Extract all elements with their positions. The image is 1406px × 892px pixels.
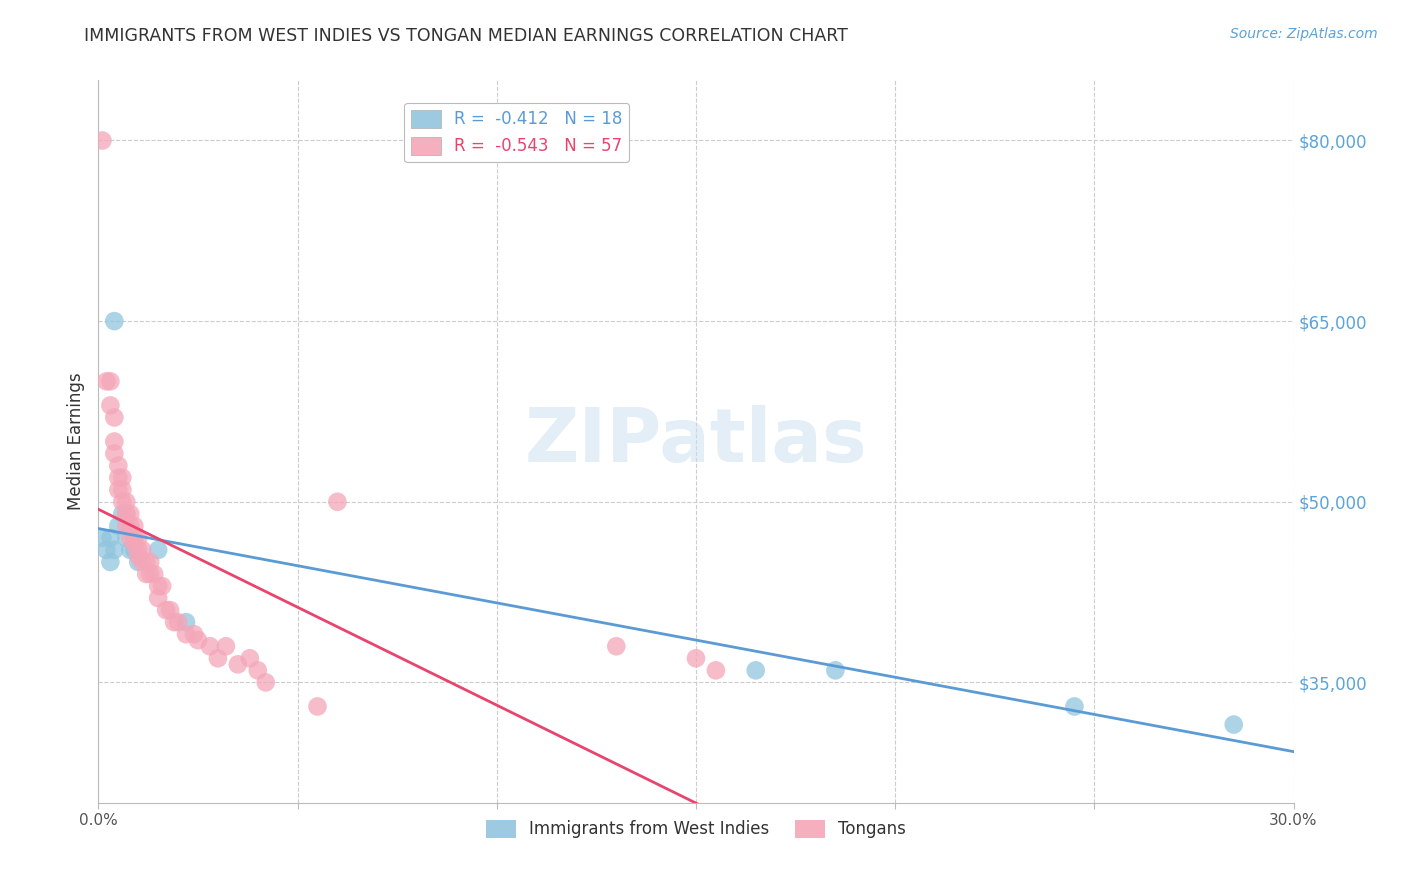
Point	[127, 555, 149, 569]
Text: Source: ZipAtlas.com: Source: ZipAtlas.com	[1230, 27, 1378, 41]
Point	[103, 410, 125, 425]
Point	[98, 375, 122, 389]
Point	[215, 639, 238, 653]
Point	[824, 664, 846, 678]
Point	[226, 657, 249, 672]
Point	[246, 664, 269, 678]
Point	[685, 651, 707, 665]
Point	[174, 627, 197, 641]
Point	[183, 627, 205, 641]
Point	[111, 483, 134, 497]
Point	[98, 531, 122, 545]
Point	[115, 519, 138, 533]
Point	[98, 555, 122, 569]
Legend: Immigrants from West Indies, Tongans: Immigrants from West Indies, Tongans	[479, 813, 912, 845]
Point	[155, 603, 177, 617]
Point	[115, 531, 138, 545]
Point	[103, 542, 125, 557]
Point	[605, 639, 627, 653]
Point	[115, 507, 138, 521]
Point	[115, 494, 138, 508]
Point	[127, 542, 149, 557]
Point	[135, 567, 157, 582]
Point	[111, 494, 134, 508]
Point	[115, 507, 138, 521]
Point	[326, 494, 349, 508]
Point	[98, 398, 122, 412]
Point	[198, 639, 221, 653]
Text: ZIPatlas: ZIPatlas	[524, 405, 868, 478]
Point	[1063, 699, 1085, 714]
Point	[120, 519, 142, 533]
Y-axis label: Median Earnings: Median Earnings	[66, 373, 84, 510]
Point	[139, 555, 162, 569]
Point	[120, 531, 142, 545]
Point	[103, 446, 125, 460]
Text: IMMIGRANTS FROM WEST INDIES VS TONGAN MEDIAN EARNINGS CORRELATION CHART: IMMIGRANTS FROM WEST INDIES VS TONGAN ME…	[84, 27, 848, 45]
Point	[135, 555, 157, 569]
Point	[107, 519, 129, 533]
Point	[124, 537, 146, 551]
Point	[96, 375, 118, 389]
Point	[107, 471, 129, 485]
Point	[148, 579, 170, 593]
Point	[159, 603, 181, 617]
Point	[111, 507, 134, 521]
Point	[91, 531, 114, 545]
Point	[124, 519, 146, 533]
Point	[124, 531, 146, 545]
Point	[163, 615, 186, 630]
Point	[239, 651, 262, 665]
Point	[107, 483, 129, 497]
Point	[1223, 717, 1246, 731]
Point	[96, 542, 118, 557]
Point	[174, 615, 197, 630]
Point	[148, 542, 170, 557]
Point	[148, 591, 170, 605]
Point	[120, 507, 142, 521]
Point	[745, 664, 768, 678]
Point	[103, 314, 125, 328]
Point	[131, 542, 153, 557]
Point	[167, 615, 190, 630]
Point	[254, 675, 277, 690]
Point	[131, 555, 153, 569]
Point	[187, 633, 209, 648]
Point	[127, 531, 149, 545]
Point	[139, 567, 162, 582]
Point	[307, 699, 329, 714]
Point	[91, 133, 114, 147]
Point	[103, 434, 125, 449]
Point	[150, 579, 173, 593]
Point	[107, 458, 129, 473]
Point	[124, 542, 146, 557]
Point	[127, 549, 149, 563]
Point	[120, 542, 142, 557]
Point	[704, 664, 727, 678]
Point	[111, 471, 134, 485]
Point	[143, 567, 166, 582]
Point	[207, 651, 229, 665]
